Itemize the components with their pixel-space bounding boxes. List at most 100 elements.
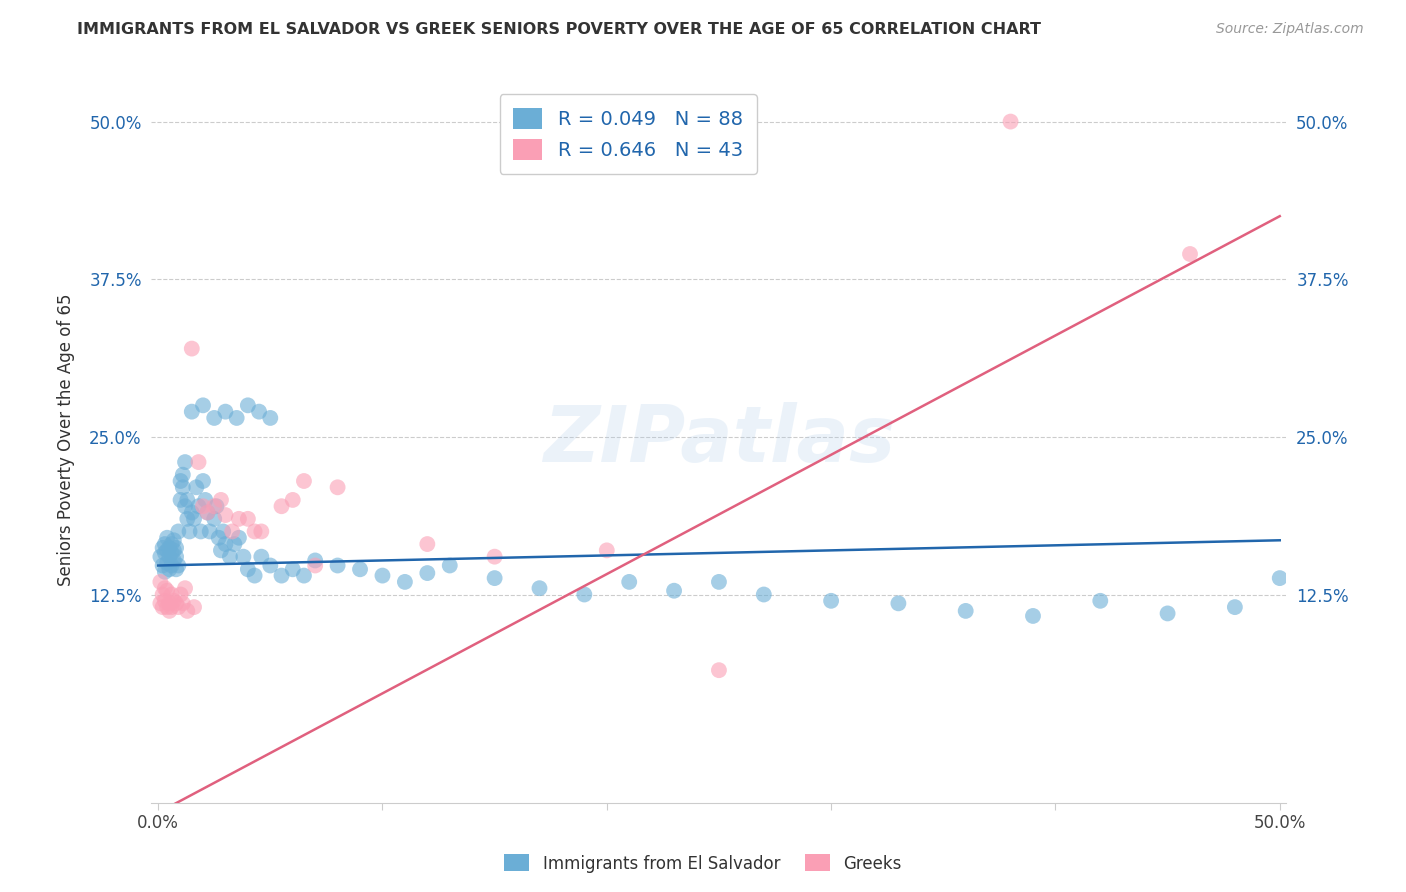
Point: [172, 467, 194, 482]
Y-axis label: Seniors Poverty Over the Age of 65: Seniors Poverty Over the Age of 65: [58, 293, 75, 586]
Point: [169, 492, 191, 507]
Point: [172, 480, 194, 494]
Legend: Immigrants from El Salvador, Greeks: Immigrants from El Salvador, Greeks: [498, 847, 908, 880]
Point: [250, 524, 273, 539]
Point: [169, 474, 191, 488]
Point: [163, 594, 186, 608]
Point: [165, 596, 187, 610]
Point: [205, 500, 228, 514]
Point: [163, 533, 186, 548]
Point: [186, 480, 208, 494]
Point: [187, 455, 209, 469]
Point: [179, 524, 201, 539]
Point: [167, 600, 190, 615]
Point: [349, 562, 371, 576]
Point: [232, 549, 254, 564]
Point: [174, 581, 197, 595]
Point: [416, 566, 439, 580]
Point: [197, 506, 219, 520]
Point: [1000, 114, 1022, 128]
Point: [292, 474, 315, 488]
Point: [194, 492, 217, 507]
Point: [157, 604, 180, 618]
Point: [157, 541, 180, 555]
Point: [187, 500, 209, 514]
Point: [160, 546, 183, 560]
Point: [198, 524, 221, 539]
Point: [887, 596, 910, 610]
Point: [157, 596, 180, 610]
Point: [152, 541, 174, 555]
Point: [228, 512, 250, 526]
Point: [292, 568, 315, 582]
Point: [439, 558, 461, 573]
Point: [156, 543, 179, 558]
Point: [214, 537, 236, 551]
Point: [529, 581, 551, 595]
Point: [752, 587, 775, 601]
Point: [176, 512, 198, 526]
Point: [165, 562, 187, 576]
Point: [157, 549, 180, 564]
Point: [176, 604, 198, 618]
Point: [225, 411, 247, 425]
Point: [202, 512, 225, 526]
Point: [236, 398, 259, 412]
Point: [1223, 600, 1246, 615]
Point: [174, 455, 197, 469]
Point: [156, 583, 179, 598]
Point: [259, 558, 281, 573]
Point: [160, 600, 183, 615]
Point: [1156, 607, 1178, 621]
Point: [955, 604, 977, 618]
Point: [228, 531, 250, 545]
Point: [165, 549, 187, 564]
Point: [180, 342, 202, 356]
Point: [153, 581, 176, 595]
Point: [707, 574, 730, 589]
Point: [163, 543, 186, 558]
Point: [304, 558, 326, 573]
Point: [153, 537, 176, 551]
Point: [236, 562, 259, 576]
Point: [172, 596, 194, 610]
Point: [165, 541, 187, 555]
Point: [1090, 594, 1112, 608]
Point: [270, 500, 292, 514]
Text: Source: ZipAtlas.com: Source: ZipAtlas.com: [1216, 22, 1364, 37]
Point: [202, 411, 225, 425]
Point: [484, 571, 506, 585]
Point: [326, 480, 349, 494]
Point: [180, 506, 202, 520]
Point: [180, 404, 202, 418]
Point: [221, 524, 243, 539]
Point: [160, 558, 183, 573]
Point: [243, 568, 266, 582]
Point: [163, 553, 186, 567]
Point: [574, 587, 596, 601]
Point: [149, 596, 172, 610]
Point: [183, 600, 205, 615]
Point: [197, 506, 219, 520]
Point: [209, 492, 232, 507]
Point: [1022, 609, 1045, 624]
Point: [183, 512, 205, 526]
Point: [214, 404, 236, 418]
Point: [1178, 247, 1201, 261]
Point: [149, 549, 172, 564]
Point: [156, 531, 179, 545]
Point: [190, 524, 212, 539]
Point: [596, 543, 619, 558]
Point: [707, 663, 730, 677]
Point: [219, 549, 242, 564]
Point: [152, 558, 174, 573]
Point: [174, 500, 197, 514]
Point: [1268, 571, 1291, 585]
Point: [484, 549, 506, 564]
Text: IMMIGRANTS FROM EL SALVADOR VS GREEK SENIORS POVERTY OVER THE AGE OF 65 CORRELAT: IMMIGRANTS FROM EL SALVADOR VS GREEK SEN…: [77, 22, 1042, 37]
Point: [224, 537, 246, 551]
Point: [157, 562, 180, 576]
Point: [191, 474, 214, 488]
Point: [167, 558, 190, 573]
Point: [394, 574, 416, 589]
